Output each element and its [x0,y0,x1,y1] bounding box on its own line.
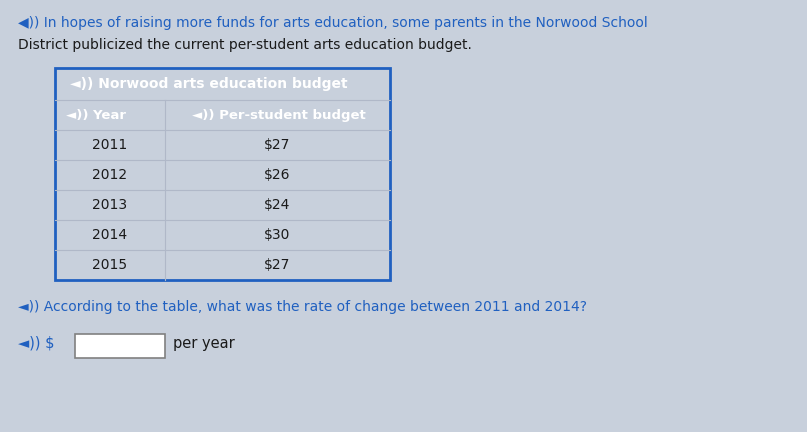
Text: 2014: 2014 [93,228,128,242]
Text: 2011: 2011 [92,138,128,152]
Text: 2015: 2015 [93,258,128,272]
Text: per year: per year [173,336,235,351]
Text: 2012: 2012 [93,168,128,182]
Text: ◄)) Per-student budget: ◄)) Per-student budget [192,108,366,121]
Text: $26: $26 [264,168,291,182]
Text: $27: $27 [265,258,291,272]
Text: ◄)) Norwood arts education budget: ◄)) Norwood arts education budget [70,77,348,91]
Text: ◀)) In hopes of raising more funds for arts education, some parents in the Norwo: ◀)) In hopes of raising more funds for a… [18,16,648,30]
Text: ◄)) Year: ◄)) Year [66,108,126,121]
Text: ◄)) According to the table, what was the rate of change between 2011 and 2014?: ◄)) According to the table, what was the… [18,300,587,314]
Text: District publicized the current per-student arts education budget.: District publicized the current per-stud… [18,38,472,52]
Text: $27: $27 [265,138,291,152]
Text: ◄)) $: ◄)) $ [18,336,55,351]
Text: $30: $30 [265,228,291,242]
Text: $24: $24 [265,198,291,212]
Text: 2013: 2013 [93,198,128,212]
